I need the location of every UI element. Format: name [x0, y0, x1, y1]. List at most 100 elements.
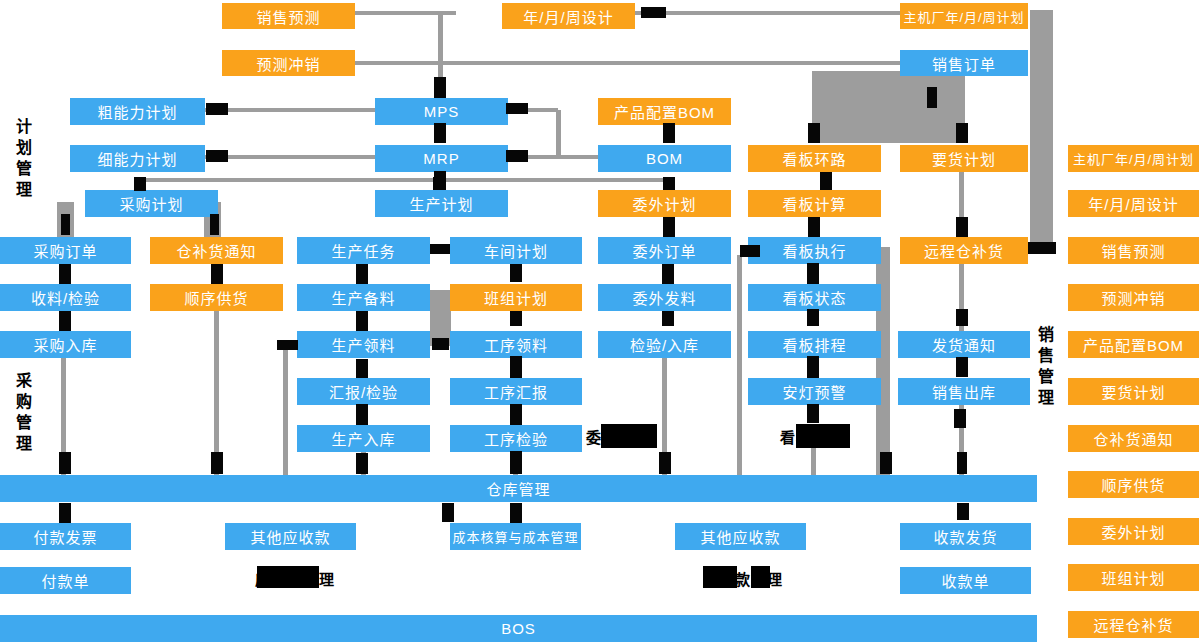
- connector-black-12: [210, 214, 219, 235]
- kanban-calc-label: 看板计算: [782, 193, 846, 214]
- replenish-notice-label: 仓补货通知: [176, 240, 256, 261]
- legend-sales-forecast: 销售预测: [1068, 237, 1199, 264]
- rough-capacity-plan-label: 粗能力计划: [97, 101, 177, 122]
- kanban-status-label: 看板状态: [782, 287, 846, 308]
- connector-black-27: [510, 264, 522, 282]
- andon-warning-label: 安灯预警: [782, 381, 846, 402]
- connector-black-5: [433, 177, 445, 190]
- connector-black-34: [662, 311, 674, 326]
- inspection-inbound: 检验/入库: [598, 331, 731, 358]
- connector-gray-23: [876, 247, 890, 475]
- connector-black-15: [956, 217, 968, 237]
- legend-oem-ymw-plan: 主机厂年/月/周计划: [1068, 145, 1199, 172]
- connector-black-1: [434, 123, 446, 143]
- sequence-supply-label: 顺序供货: [184, 287, 248, 308]
- connector-gray-16: [737, 255, 742, 475]
- connector-black-44: [957, 503, 969, 520]
- outsourcing-issue-label: 委外发料: [632, 287, 696, 308]
- process-report-label: 工序汇报: [484, 381, 548, 402]
- payment-invoice: 付款发票: [0, 523, 131, 550]
- legend-forecast-writeoff: 预测冲销: [1068, 284, 1199, 311]
- connector-black-29: [510, 356, 522, 378]
- connector-black-41: [956, 357, 968, 377]
- legend-outsourcing-plan-label: 委外计划: [1101, 521, 1165, 542]
- connector-black-7: [820, 172, 832, 190]
- remote-replenish: 远程仓补货: [900, 237, 1028, 264]
- connector-black-19: [59, 503, 71, 523]
- connector-gray-7: [135, 178, 671, 182]
- connector-black-14: [808, 217, 820, 237]
- connector-black-9: [808, 123, 820, 143]
- oem-ymw-plan: 主机厂年/月/周计划: [900, 3, 1028, 29]
- shipping-notice-label: 发货通知: [932, 334, 996, 355]
- mrp: MRP: [375, 145, 508, 172]
- production-picking: 生产领料: [297, 331, 430, 358]
- forecast-writeoff-label: 预测冲销: [256, 53, 320, 74]
- sales-order: 销售订单: [900, 50, 1028, 76]
- connector-black-55: [740, 245, 760, 257]
- connector-black-32: [510, 503, 522, 523]
- legend-product-config-bom: 产品配置BOM: [1068, 331, 1199, 358]
- mrp-label: MRP: [423, 150, 459, 167]
- sales-order-label: 销售订单: [932, 53, 996, 74]
- connector-black-8: [927, 87, 937, 108]
- connector-black-37: [807, 309, 819, 326]
- connector-gray-9: [556, 110, 561, 158]
- ymw-design: 年/月/周设计: [502, 3, 635, 29]
- connector-black-0: [434, 77, 446, 98]
- connector-gray-12: [283, 346, 288, 475]
- payment-invoice-label: 付款发票: [33, 526, 97, 547]
- cost-accounting-label: 成本核算与成本管理: [452, 527, 578, 546]
- legend-sales-forecast-label: 销售预测: [1101, 240, 1165, 261]
- legend-sequence-supply: 顺序供货: [1068, 471, 1199, 498]
- connector-black-3: [663, 123, 675, 143]
- warehouse-management-bar-label: 仓库管理: [486, 478, 550, 499]
- production-task-label: 生产任务: [331, 240, 395, 261]
- forecast-writeoff: 预测冲销: [222, 50, 355, 76]
- production-prep: 生产备料: [297, 284, 430, 311]
- connector-gray-1: [635, 11, 900, 15]
- sales-forecast-label: 销售预测: [256, 6, 320, 27]
- warehouse-management-bar: 仓库管理: [0, 475, 1037, 502]
- legend-delivery-plan: 要货计划: [1068, 378, 1199, 405]
- connector-black-48: [206, 150, 228, 162]
- receipt-delivery-label: 收款发货: [933, 526, 997, 547]
- connector-gray-5: [205, 155, 375, 159]
- purchase-inbound-label: 采购入库: [33, 334, 97, 355]
- connector-black-50: [506, 150, 528, 162]
- connector-black-31: [510, 451, 522, 474]
- connector-black-13: [663, 217, 675, 237]
- connector-black-51: [641, 7, 666, 18]
- mps-label: MPS: [424, 103, 460, 120]
- connector-black-11: [61, 214, 70, 235]
- purchase-plan-label: 采购计划: [119, 193, 183, 214]
- legend-team-plan-label: 班组计划: [1101, 567, 1165, 588]
- connector-gray-4: [528, 108, 558, 112]
- process-inspection-label: 工序检验: [484, 428, 548, 449]
- other-receivables-left-label: 其他应收款: [250, 526, 330, 547]
- legend-forecast-writeoff-label: 预测冲销: [1101, 287, 1165, 308]
- connector-black-30: [510, 404, 522, 425]
- outsourcing-order-label: 委外订单: [632, 240, 696, 261]
- bom-label: BOM: [646, 150, 683, 167]
- legend-ymw-design: 年/月/周设计: [1068, 190, 1199, 217]
- team-plan: 班组计划: [450, 284, 582, 311]
- legend-outsourcing-plan: 委外计划: [1068, 518, 1199, 545]
- delivery-plan: 要货计划: [900, 145, 1028, 172]
- team-plan-label: 班组计划: [484, 287, 548, 308]
- kanban-schedule: 看板排程: [748, 331, 881, 358]
- connector-gray-6: [528, 155, 600, 159]
- connector-black-42: [954, 409, 966, 428]
- payment-slip: 付款单: [0, 567, 131, 594]
- legend-ymw-design-label: 年/月/周设计: [1088, 193, 1178, 214]
- connector-black-38: [807, 356, 819, 378]
- mps: MPS: [375, 98, 508, 125]
- kanban-mgmt-label-redaction-0: [796, 424, 850, 448]
- outsourcing-mgmt-label-redaction-0: [601, 424, 657, 448]
- connector-black-24: [356, 359, 368, 378]
- other-receivables-left: 其他应收款: [225, 523, 356, 550]
- receipt-slip-label: 收款单: [941, 570, 989, 591]
- legend-remote-replenish-label: 远程仓补货: [1093, 614, 1173, 635]
- kanban-schedule-label: 看板排程: [782, 334, 846, 355]
- sales-outbound-label: 销售出库: [932, 381, 996, 402]
